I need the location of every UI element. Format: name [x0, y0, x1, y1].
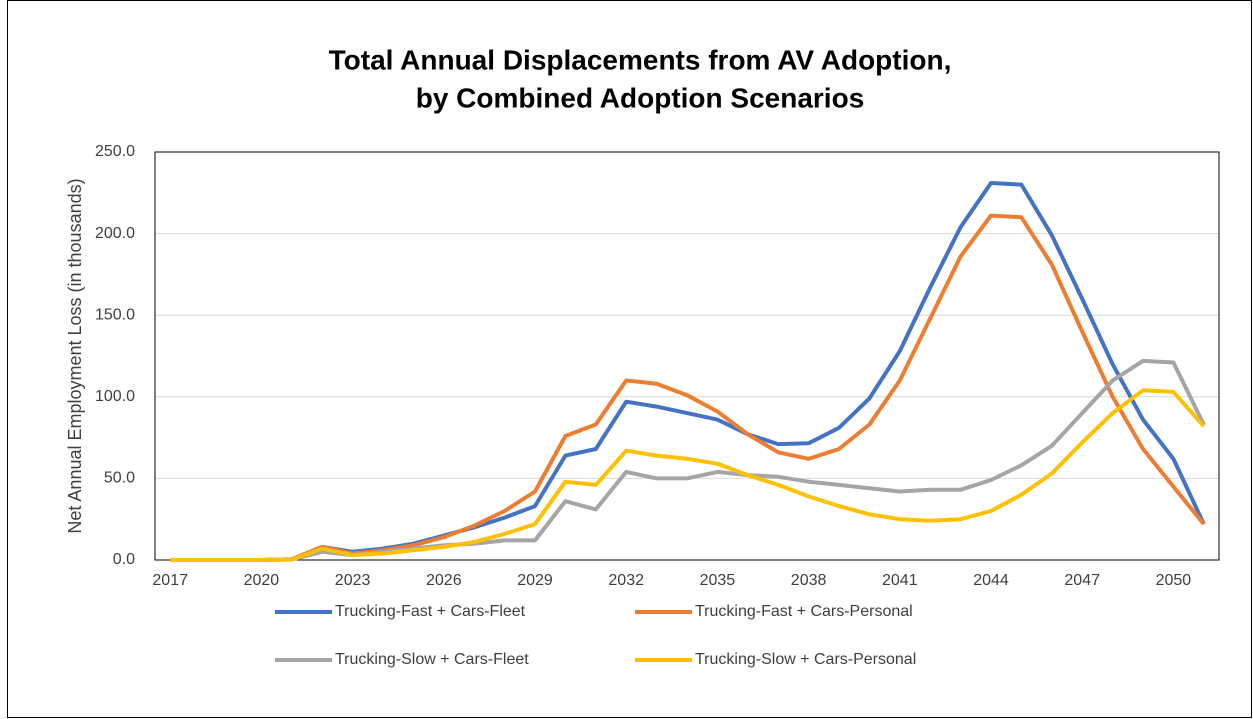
y-tick-label: 100.0 — [95, 388, 135, 405]
y-tick-label: 0.0 — [113, 551, 135, 568]
legend-label: Trucking-Fast + Cars-Personal — [695, 603, 913, 620]
x-tick-label: 2050 — [1156, 572, 1192, 589]
x-tick-label: 2047 — [1064, 572, 1100, 589]
x-tick-label: 2026 — [426, 572, 462, 589]
x-tick-label: 2020 — [244, 572, 280, 589]
y-tick-label: 50.0 — [104, 470, 135, 487]
legend-label: Trucking-Slow + Cars-Fleet — [335, 651, 529, 668]
series-line — [170, 388, 1206, 562]
legend-label: Trucking-Fast + Cars-Fleet — [335, 603, 526, 620]
y-axis-label: Net Annual Employment Loss (in thousands… — [65, 178, 85, 533]
x-tick-label: 2038 — [791, 572, 827, 589]
chart-title: Total Annual Displacements from AV Adopt… — [329, 44, 952, 75]
x-tick-label: 2023 — [335, 572, 371, 589]
y-tick-label: 150.0 — [95, 306, 135, 323]
plot-border — [154, 151, 1220, 561]
x-tick-label: 2017 — [152, 572, 188, 589]
x-tick-label: 2044 — [973, 572, 1009, 589]
y-tick-label: 200.0 — [95, 225, 135, 242]
legend-label: Trucking-Slow + Cars-Personal — [695, 651, 916, 668]
chart-border — [7, 0, 1252, 718]
x-tick-label: 2041 — [882, 572, 918, 589]
y-tick-label: 250.0 — [95, 143, 135, 160]
x-tick-label: 2032 — [608, 572, 644, 589]
x-tick-label: 2029 — [517, 572, 553, 589]
chart-title: by Combined Adoption Scenarios — [416, 82, 865, 113]
x-tick-label: 2035 — [700, 572, 736, 589]
